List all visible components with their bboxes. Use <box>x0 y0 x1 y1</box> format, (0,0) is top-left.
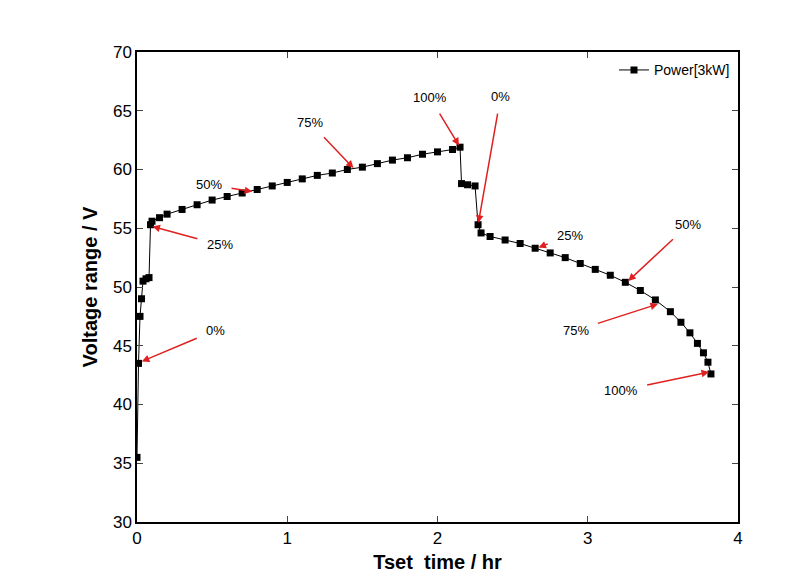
svg-text:45: 45 <box>113 337 132 356</box>
svg-text:65: 65 <box>113 102 132 121</box>
svg-text:75%: 75% <box>297 115 323 130</box>
svg-text:0: 0 <box>132 529 141 548</box>
svg-text:100%: 100% <box>604 383 638 398</box>
svg-text:2: 2 <box>433 529 442 548</box>
svg-text:55: 55 <box>113 219 132 238</box>
svg-text:35: 35 <box>113 454 132 473</box>
svg-text:25%: 25% <box>557 228 583 243</box>
svg-text:4: 4 <box>733 529 742 548</box>
svg-text:50%: 50% <box>675 217 701 232</box>
svg-text:1: 1 <box>283 529 292 548</box>
svg-text:Voltage range / V: Voltage range / V <box>79 206 101 367</box>
svg-text:25%: 25% <box>207 237 233 252</box>
svg-text:100%: 100% <box>413 90 447 105</box>
svg-text:50: 50 <box>113 278 132 297</box>
svg-text:0%: 0% <box>206 323 225 338</box>
svg-text:3: 3 <box>583 529 592 548</box>
svg-text:60: 60 <box>113 160 132 179</box>
svg-text:75%: 75% <box>563 323 589 338</box>
svg-text:0%: 0% <box>491 89 510 104</box>
svg-text:70: 70 <box>113 43 132 62</box>
svg-text:Tset time / hr: Tset time / hr <box>373 551 502 573</box>
svg-text:Power[3kW]: Power[3kW] <box>654 62 729 78</box>
svg-text:30: 30 <box>113 513 132 532</box>
svg-text:50%: 50% <box>196 177 222 192</box>
svg-text:40: 40 <box>113 395 132 414</box>
